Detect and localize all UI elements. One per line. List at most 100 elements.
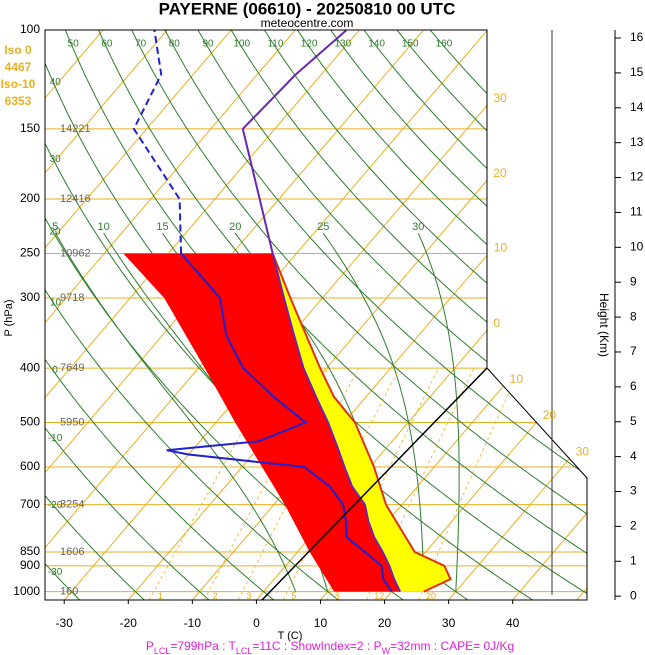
dry-adiabat-label: -30 bbox=[48, 567, 63, 578]
moist-adiabat-label: 30 bbox=[412, 221, 424, 233]
dry-adiabat-label: 130 bbox=[335, 39, 352, 50]
moist-adiabat-label: 25 bbox=[317, 221, 329, 233]
dry-adiabat-label: 20 bbox=[50, 227, 62, 238]
dry-adiabat-label: 10 bbox=[50, 297, 62, 308]
mixing-ratio-line bbox=[418, 367, 521, 600]
dry-adiabat bbox=[45, 30, 210, 600]
x-tick-label: -10 bbox=[184, 616, 202, 630]
freezing-level-label: Iso-10 bbox=[1, 77, 36, 91]
y2-tick-label: 6 bbox=[630, 379, 637, 393]
y2-tick-label: 10 bbox=[630, 239, 644, 253]
y2-tick-label: 5 bbox=[630, 414, 637, 428]
footer-subscript: LCL bbox=[236, 646, 253, 655]
y2-tick-label: 16 bbox=[630, 30, 644, 44]
dry-adiabat bbox=[45, 30, 145, 600]
level-height: 5950 bbox=[60, 416, 84, 428]
moist-adiabat-label: 20 bbox=[229, 221, 241, 233]
dry-adiabat-label: 90 bbox=[202, 39, 214, 50]
isotherm-label: 20 bbox=[493, 166, 507, 180]
isotherm bbox=[191, 30, 587, 600]
isotherm bbox=[448, 30, 587, 600]
dry-adiabat-label: 100 bbox=[233, 39, 250, 50]
y2-tick-label: 1 bbox=[630, 553, 637, 567]
temperature-line bbox=[241, 30, 402, 593]
y2-tick-label: 11 bbox=[630, 205, 643, 219]
footer-text: =32mm : CAPE= 0J/Kg bbox=[390, 639, 514, 653]
y2-axis-label: Height (Km) bbox=[597, 293, 611, 357]
dry-adiabat-label: 70 bbox=[135, 39, 147, 50]
mixing-ratio-label: 5 bbox=[291, 591, 296, 601]
dry-adiabat-label: 160 bbox=[436, 39, 453, 50]
y-tick-label: 200 bbox=[20, 191, 40, 205]
footer-text: =11C : ShowIndex=2 : P bbox=[252, 639, 381, 653]
level-height: 1606 bbox=[60, 546, 84, 558]
y-tick-label: 850 bbox=[20, 544, 40, 558]
level-height: 14221 bbox=[60, 123, 91, 135]
grid-layer bbox=[45, 30, 587, 600]
footer: PLCL=799hPa : TLCL=11C : ShowIndex=2 : P… bbox=[146, 639, 514, 655]
x-tick-label: -30 bbox=[56, 616, 74, 630]
parcel-area bbox=[123, 253, 401, 592]
y2-tick-label: 3 bbox=[630, 484, 637, 498]
footer-text: =799hPa : T bbox=[170, 639, 236, 653]
y2-tick-label: 15 bbox=[630, 65, 644, 79]
y-tick-label: 900 bbox=[20, 558, 40, 572]
mixing-ratio-label: 20 bbox=[426, 591, 436, 601]
x-tick-label: 0 bbox=[253, 616, 260, 630]
freezing-level-label: Iso 0 bbox=[4, 43, 32, 57]
moist-adiabat-label: 5 bbox=[52, 221, 58, 233]
dewpoint-line bbox=[166, 252, 393, 593]
mixing-ratio-label: 8 bbox=[335, 591, 340, 601]
y2-tick-label: 14 bbox=[630, 100, 644, 114]
y2-tick-label: 8 bbox=[630, 309, 637, 323]
mixing-ratio-label: 12 bbox=[374, 591, 384, 601]
x-tick-label: 20 bbox=[378, 616, 392, 630]
dry-adiabat bbox=[263, 30, 587, 600]
x-tick-label: 30 bbox=[442, 616, 456, 630]
dry-adiabat bbox=[131, 30, 587, 600]
dry-adiabat bbox=[230, 30, 587, 600]
moist-adiabat bbox=[54, 232, 297, 592]
isotherm-label: 20 bbox=[543, 408, 557, 422]
dry-adiabat-label: 60 bbox=[101, 39, 113, 50]
dry-adiabat-label: -10 bbox=[48, 433, 63, 444]
isotherm-label: 30 bbox=[576, 444, 590, 458]
dry-adiabat-label: 120 bbox=[301, 39, 318, 50]
isotherm bbox=[45, 30, 296, 600]
footer-text: P bbox=[146, 639, 154, 653]
y2-tick-label: 7 bbox=[630, 344, 637, 358]
dry-adiabat-label: 30 bbox=[50, 154, 62, 165]
level-height: 160 bbox=[60, 586, 78, 598]
isotherm-label: 0 bbox=[493, 316, 500, 330]
frame-diagonal bbox=[261, 367, 488, 601]
mixing-ratio-label: 2 bbox=[213, 591, 218, 601]
isotherm-label: 30 bbox=[493, 91, 507, 105]
freezing-level-value: 4467 bbox=[5, 60, 32, 74]
moist-adiabat-label: 10 bbox=[98, 221, 110, 233]
dry-adiabat bbox=[45, 30, 275, 600]
dry-adiabat bbox=[45, 30, 339, 600]
level-height: 12416 bbox=[60, 193, 91, 205]
isotherm bbox=[63, 30, 552, 600]
y2-tick-label: 12 bbox=[630, 170, 644, 184]
footer-subscript: LCL bbox=[154, 646, 171, 655]
dry-adiabat-label: 40 bbox=[50, 77, 62, 88]
x-axis-label: T (C) bbox=[278, 630, 303, 642]
mixing-ratio-label: 3 bbox=[247, 591, 252, 601]
chart-title: PAYERNE (06610) - 20250810 00 UTC bbox=[159, 0, 456, 18]
y2-tick-label: 0 bbox=[630, 588, 637, 602]
footer-subscript: W bbox=[382, 646, 391, 655]
y-tick-label: 700 bbox=[20, 497, 40, 511]
dry-adiabat-label: 50 bbox=[68, 39, 80, 50]
isotherm bbox=[384, 30, 587, 600]
mixing-ratio-label: 1 bbox=[158, 591, 163, 601]
moist-adiabat-label: 15 bbox=[156, 221, 168, 233]
y-tick-label: 400 bbox=[20, 360, 40, 374]
dry-adiabat-label: 110 bbox=[267, 39, 283, 50]
y-tick-label: 600 bbox=[20, 459, 40, 473]
y-tick-label: 500 bbox=[20, 415, 40, 429]
y-tick-label: 250 bbox=[20, 246, 40, 260]
dry-adiabat bbox=[197, 30, 587, 600]
isotherm-label: 10 bbox=[494, 241, 508, 255]
